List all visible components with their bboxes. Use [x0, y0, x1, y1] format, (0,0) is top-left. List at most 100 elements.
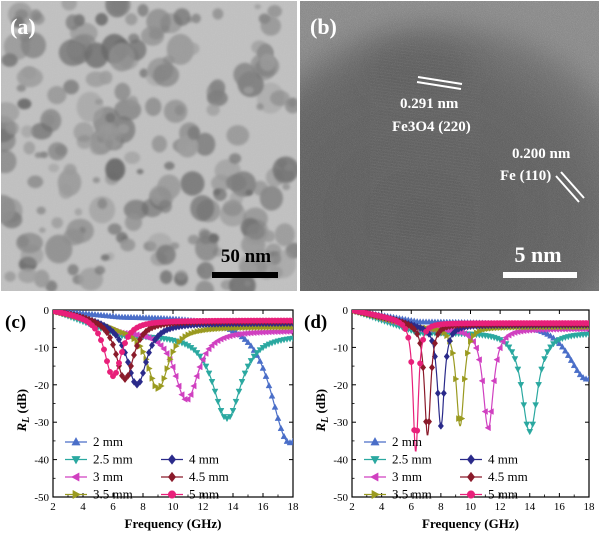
data-point — [154, 339, 161, 347]
fringe-marker-1a — [417, 76, 463, 85]
x-tick-label: 4 — [379, 501, 385, 513]
data-point — [139, 369, 147, 377]
data-point — [205, 370, 213, 377]
x-tick-label: 2 — [50, 501, 56, 513]
data-point — [172, 372, 179, 380]
data-point — [434, 389, 441, 398]
y-tick-label: -30 — [333, 417, 348, 429]
legend-label: 4 mm — [488, 452, 518, 467]
data-point — [247, 342, 255, 349]
chart-panel-label: (c) — [5, 312, 26, 333]
panel-a-texture — [1, 1, 297, 291]
data-point — [505, 344, 513, 351]
data-point — [289, 335, 293, 342]
data-point — [197, 327, 204, 335]
data-point — [205, 345, 212, 353]
data-point — [176, 338, 183, 346]
data-point — [417, 360, 424, 367]
legend-marker — [71, 437, 81, 446]
data-point — [193, 350, 201, 357]
data-point — [119, 329, 126, 336]
data-point — [576, 371, 584, 378]
data-point — [472, 344, 479, 352]
data-point — [490, 377, 497, 385]
fringe-marker-2b — [555, 175, 580, 203]
data-point — [169, 363, 176, 371]
y-axis-label: RL (dB) — [313, 389, 331, 433]
data-point — [456, 415, 463, 422]
x-tick-label: 14 — [524, 501, 536, 513]
legend-item: 4.5 mm — [460, 469, 528, 484]
data-point — [280, 432, 288, 439]
data-point — [573, 366, 581, 373]
data-point — [408, 359, 415, 365]
data-point — [244, 338, 252, 345]
data-point — [187, 391, 194, 398]
data-point — [468, 338, 475, 345]
data-point — [202, 350, 209, 357]
data-point — [559, 343, 566, 350]
chart-d: 2 4 6 8 10 12 14 16 18 0 -10 -20 -30 -40 -50 Frequency … — [304, 305, 595, 531]
legend-marker — [370, 437, 380, 446]
data-point — [241, 370, 249, 377]
data-point — [256, 357, 264, 364]
data-point — [585, 375, 589, 382]
legend-item: 2.5 mm — [65, 452, 133, 467]
data-point — [487, 408, 494, 415]
data-point — [217, 408, 225, 415]
y-tick-label: -10 — [34, 342, 49, 354]
data-point — [107, 368, 113, 375]
data-point — [535, 382, 542, 389]
data-point — [253, 350, 261, 357]
data-point — [92, 325, 98, 332]
data-point — [211, 388, 219, 395]
legend-item: 3.5 mm — [364, 487, 432, 502]
data-point — [215, 325, 222, 333]
data-point — [241, 335, 249, 342]
data-point — [158, 382, 165, 390]
legend-label: 5 mm — [189, 487, 219, 502]
data-point — [196, 363, 203, 371]
data-point — [523, 421, 531, 428]
data-point — [184, 395, 191, 403]
panel-a: (a) 50 nm — [1, 1, 297, 291]
legend-label: 3.5 mm — [392, 487, 432, 502]
data-point — [450, 349, 457, 357]
y-tick-label: -40 — [333, 455, 348, 467]
data-point — [493, 356, 500, 364]
data-point — [289, 329, 293, 334]
legend-marker — [167, 471, 177, 483]
data-point — [151, 336, 159, 344]
legend-label: 2 mm — [93, 434, 123, 449]
x-axis-label: Frequency (GHz) — [125, 516, 222, 531]
data-point — [290, 317, 293, 324]
x-tick-label: 18 — [584, 501, 596, 513]
legend-label: 2 mm — [392, 434, 422, 449]
x-tick-label: 16 — [258, 501, 270, 513]
data-point — [175, 382, 182, 390]
legend-label: 3 mm — [392, 469, 422, 484]
data-point — [538, 366, 545, 373]
y-tick-label: 0 — [343, 305, 349, 317]
legend-item: 3 mm — [65, 469, 123, 484]
data-point — [508, 349, 516, 356]
x-tick-label: 8 — [140, 501, 146, 513]
data-point — [473, 329, 481, 337]
data-point — [206, 326, 213, 333]
data-point — [122, 340, 128, 347]
data-point — [157, 342, 164, 349]
y-axis-label-unit: (dB) — [14, 389, 29, 417]
data-point — [529, 421, 537, 428]
data-point — [122, 330, 129, 337]
data-point — [179, 335, 186, 343]
legend-item: 3.5 mm — [65, 487, 133, 502]
data-point — [526, 429, 534, 436]
data-point — [550, 341, 557, 348]
x-tick-label: 16 — [554, 501, 566, 513]
data-point — [208, 342, 215, 349]
data-point — [100, 324, 108, 333]
data-point — [428, 363, 435, 372]
data-point — [124, 358, 132, 366]
data-point — [481, 408, 488, 415]
data-point — [136, 335, 144, 344]
